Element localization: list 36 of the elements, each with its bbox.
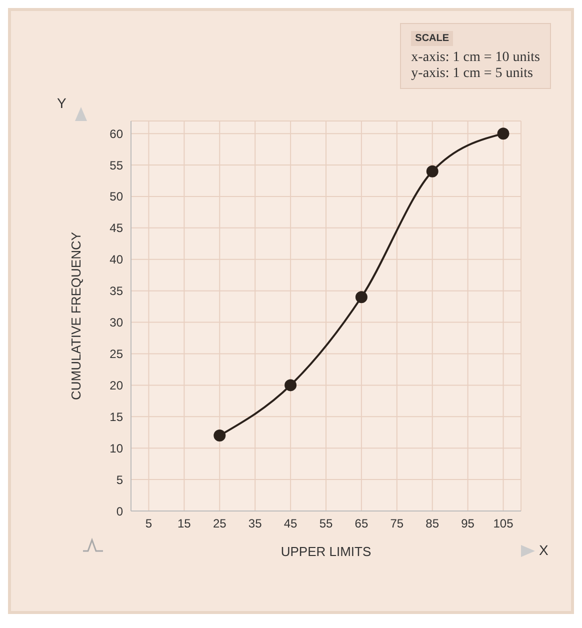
y-tick-label: 20 bbox=[110, 378, 124, 392]
text: y-axis: 1 cm = 5 units bbox=[411, 66, 534, 82]
text: X bbox=[539, 542, 548, 558]
y-tick-label: 45 bbox=[110, 221, 124, 236]
y-tick-label: 35 bbox=[110, 284, 124, 298]
x-tick-label: 35 bbox=[248, 516, 262, 531]
x-tick-label: 65 bbox=[354, 516, 368, 531]
point bbox=[214, 430, 226, 442]
y-tick-label: 60 bbox=[110, 126, 124, 141]
x-tick-label: 5 bbox=[145, 516, 152, 531]
text: x-axis: 1 cm = 10 units bbox=[411, 50, 540, 66]
y-tick-label: 5 bbox=[116, 472, 124, 487]
text: Y bbox=[57, 95, 66, 111]
x-axis-title: UPPER LIMITS bbox=[280, 544, 372, 559]
y-tick-label: 10 bbox=[110, 441, 124, 456]
point bbox=[497, 128, 510, 140]
point bbox=[355, 291, 368, 304]
point bbox=[284, 379, 297, 392]
x-tick-label: 25 bbox=[212, 516, 227, 531]
y-tick-label: 0 bbox=[116, 504, 124, 518]
x-tick-label: 95 bbox=[461, 516, 475, 531]
y-tick-label: 25 bbox=[110, 347, 124, 361]
x-tick-label: 85 bbox=[426, 516, 440, 531]
y-tick-label: 15 bbox=[110, 410, 124, 424]
y-tick-label: 55 bbox=[110, 158, 124, 172]
x-tick-label: 15 bbox=[178, 516, 192, 531]
y-axis-title: CUMULATIVE FREQUENCY bbox=[68, 232, 84, 400]
point bbox=[426, 165, 438, 178]
x-tick-label: 45 bbox=[284, 516, 298, 531]
x-tick-label: 75 bbox=[390, 516, 404, 531]
x-tick-label: 55 bbox=[319, 516, 333, 531]
y-tick-label: 50 bbox=[110, 190, 124, 204]
x-tick-label: 105 bbox=[493, 516, 514, 531]
y-tick-label: 40 bbox=[110, 252, 124, 267]
y-tick-label: 30 bbox=[110, 316, 124, 330]
text: SCALE bbox=[411, 31, 454, 46]
